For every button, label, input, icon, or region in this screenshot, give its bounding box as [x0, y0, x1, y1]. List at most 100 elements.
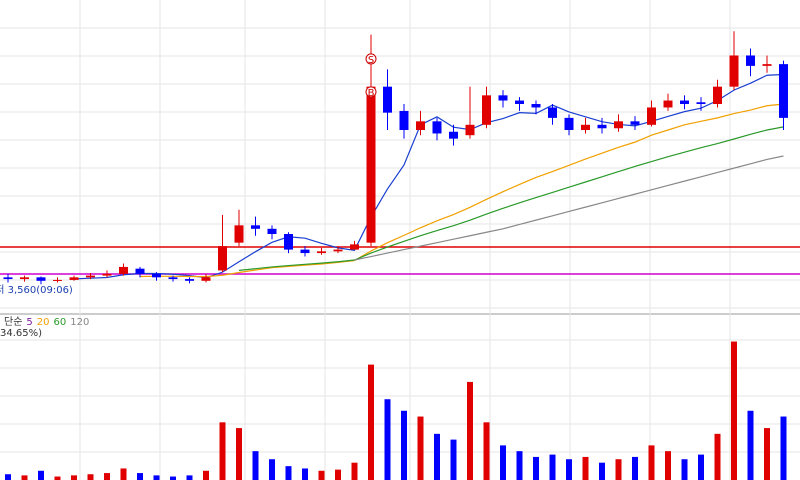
candle-body — [515, 100, 524, 104]
volume-bar — [434, 433, 440, 480]
signal-marker — [365, 86, 377, 98]
candle-body — [300, 249, 310, 254]
legend-entry: 60 — [54, 317, 67, 328]
volume-bar — [170, 476, 176, 480]
signal-marker — [365, 53, 377, 65]
candle-body — [350, 244, 359, 250]
volume-bar — [648, 445, 655, 480]
legend: 단순 5 20 60 120 — [4, 316, 89, 328]
legend-title: 단순 — [4, 316, 22, 328]
candle-body — [333, 249, 343, 252]
candle-body — [432, 121, 442, 134]
candle-body — [647, 107, 656, 125]
volume-bar — [203, 470, 209, 480]
candle-body — [218, 246, 227, 271]
candle-body — [729, 55, 739, 87]
candle-body — [168, 277, 178, 280]
volume-bar — [318, 470, 325, 480]
moving-average — [238, 126, 784, 271]
candle-body — [581, 124, 590, 130]
volume-bar — [335, 469, 341, 480]
candle-body — [152, 273, 161, 278]
volume-bar — [71, 475, 77, 480]
candle-body — [564, 117, 574, 130]
volume-bar — [401, 410, 407, 480]
candle-body — [119, 266, 128, 274]
volume-bar — [467, 381, 473, 480]
volume-bar — [87, 474, 94, 480]
candle-body — [416, 121, 425, 130]
moving-average — [139, 103, 784, 278]
candle-body — [234, 225, 244, 243]
candle-body — [614, 121, 623, 129]
candle-body — [680, 100, 689, 104]
volume-bar — [615, 459, 622, 480]
candle-body — [746, 55, 755, 66]
candle-body — [630, 121, 640, 125]
volume-bar — [21, 475, 28, 480]
legend-entry: 5 — [26, 317, 32, 328]
volume-bar — [747, 410, 754, 480]
volume-bar — [54, 476, 61, 480]
low-annotation: 최저 3,560(09:06) — [0, 284, 73, 296]
volume-bar — [302, 468, 308, 480]
candle-body — [597, 124, 607, 129]
volume-bar — [698, 454, 704, 480]
change-label: 34.65%) — [0, 328, 42, 339]
volume-bar — [186, 475, 193, 480]
candle-body — [498, 95, 508, 101]
volume-bar — [5, 474, 11, 480]
candle-body — [531, 104, 541, 108]
volume-bar — [384, 399, 391, 480]
candle-body — [482, 95, 491, 125]
candle-body — [449, 131, 458, 139]
volume-bar — [566, 459, 572, 480]
volume-bar — [368, 364, 374, 480]
volume-bar — [681, 459, 688, 480]
volume-bar — [516, 451, 523, 480]
candle-body — [86, 275, 95, 278]
candle-body — [366, 86, 376, 243]
volume-bar — [731, 341, 737, 480]
volume-bar — [599, 462, 605, 480]
candle-body — [465, 124, 475, 136]
moving-average — [354, 155, 784, 261]
volume-bar — [252, 451, 259, 480]
volume-bar — [120, 468, 127, 480]
volume-bar — [38, 470, 44, 480]
volume-bar — [582, 456, 589, 480]
candle-body — [267, 228, 277, 234]
volume-bar — [351, 462, 358, 480]
candle-body — [135, 268, 145, 274]
signal-label: S — [368, 55, 374, 66]
candle-body — [317, 251, 326, 254]
candle-body — [762, 64, 772, 66]
volume-bar — [764, 428, 770, 480]
candle-body — [713, 86, 722, 104]
candle-body — [779, 64, 788, 118]
candle-body — [399, 110, 409, 130]
candle-body — [36, 277, 46, 281]
volume-bar — [632, 456, 638, 480]
candle-body — [548, 107, 557, 118]
candle-body — [185, 279, 194, 281]
candle-body — [53, 279, 62, 281]
volume-bar — [533, 456, 539, 480]
volume-bar — [269, 459, 275, 480]
volume-bar — [549, 454, 556, 480]
candle-body — [69, 277, 79, 280]
volume-bar — [714, 433, 721, 480]
volume-bar — [137, 473, 143, 480]
candle-body — [3, 277, 13, 280]
volume-bar — [450, 439, 457, 480]
legend-entry: 120 — [70, 317, 89, 328]
candle-body — [251, 225, 260, 229]
volume-bar — [285, 466, 292, 480]
candle-body — [20, 277, 29, 280]
volume-bar — [153, 475, 160, 480]
volume-bar — [417, 416, 424, 480]
volume-bar — [236, 428, 242, 480]
